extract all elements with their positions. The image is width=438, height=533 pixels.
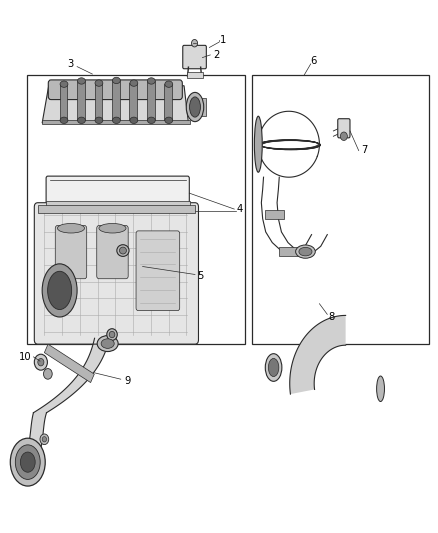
Ellipse shape bbox=[107, 329, 117, 341]
Text: 10: 10 bbox=[18, 352, 31, 362]
Ellipse shape bbox=[130, 117, 138, 124]
Ellipse shape bbox=[15, 445, 40, 479]
Bar bbox=[265, 210, 285, 219]
Ellipse shape bbox=[117, 245, 129, 256]
Circle shape bbox=[38, 359, 44, 366]
FancyBboxPatch shape bbox=[338, 119, 350, 138]
Bar bbox=[46, 200, 190, 206]
Circle shape bbox=[34, 354, 47, 370]
Ellipse shape bbox=[78, 78, 85, 84]
Bar bbox=[44, 344, 94, 383]
Circle shape bbox=[191, 39, 198, 47]
Bar bbox=[77, 81, 85, 120]
FancyBboxPatch shape bbox=[48, 80, 182, 100]
Polygon shape bbox=[42, 86, 188, 123]
Ellipse shape bbox=[113, 77, 120, 84]
Ellipse shape bbox=[20, 452, 35, 472]
Polygon shape bbox=[25, 337, 110, 458]
Ellipse shape bbox=[148, 117, 155, 124]
Text: 2: 2 bbox=[214, 50, 220, 60]
Ellipse shape bbox=[299, 247, 312, 256]
Ellipse shape bbox=[60, 117, 68, 124]
Circle shape bbox=[340, 132, 347, 141]
Ellipse shape bbox=[130, 80, 138, 86]
Bar bbox=[279, 247, 298, 256]
Text: 5: 5 bbox=[198, 271, 204, 281]
Bar bbox=[112, 80, 120, 120]
Ellipse shape bbox=[97, 336, 118, 352]
Ellipse shape bbox=[377, 376, 385, 401]
Circle shape bbox=[43, 368, 52, 379]
Ellipse shape bbox=[95, 117, 103, 124]
Polygon shape bbox=[290, 316, 346, 394]
Ellipse shape bbox=[99, 223, 126, 233]
Bar bbox=[164, 84, 172, 120]
Ellipse shape bbox=[296, 245, 315, 259]
Ellipse shape bbox=[148, 78, 155, 84]
Ellipse shape bbox=[120, 247, 127, 254]
Ellipse shape bbox=[265, 354, 282, 381]
Ellipse shape bbox=[57, 223, 85, 233]
Ellipse shape bbox=[254, 116, 262, 172]
Text: 7: 7 bbox=[361, 144, 367, 155]
Ellipse shape bbox=[11, 438, 45, 486]
Bar bbox=[27, 75, 245, 344]
FancyBboxPatch shape bbox=[136, 231, 180, 311]
Text: 6: 6 bbox=[310, 56, 317, 66]
Bar bbox=[147, 81, 155, 120]
Ellipse shape bbox=[101, 339, 114, 349]
Ellipse shape bbox=[95, 80, 103, 86]
Ellipse shape bbox=[78, 117, 85, 124]
Ellipse shape bbox=[109, 332, 115, 338]
Bar bbox=[42, 120, 190, 124]
Text: 8: 8 bbox=[328, 312, 335, 322]
Ellipse shape bbox=[40, 434, 49, 445]
Ellipse shape bbox=[268, 359, 279, 376]
Text: 9: 9 bbox=[124, 376, 131, 386]
FancyBboxPatch shape bbox=[34, 203, 198, 344]
Bar bbox=[38, 205, 195, 213]
Bar bbox=[60, 84, 67, 120]
Bar bbox=[130, 83, 138, 120]
FancyBboxPatch shape bbox=[183, 45, 206, 69]
Ellipse shape bbox=[48, 271, 72, 310]
FancyBboxPatch shape bbox=[97, 225, 128, 279]
Bar bbox=[252, 75, 428, 344]
Text: 1: 1 bbox=[220, 35, 226, 44]
Ellipse shape bbox=[165, 81, 173, 87]
Ellipse shape bbox=[165, 117, 173, 124]
Text: 3: 3 bbox=[67, 60, 74, 69]
Ellipse shape bbox=[42, 437, 46, 442]
FancyBboxPatch shape bbox=[55, 225, 87, 279]
Ellipse shape bbox=[113, 117, 120, 124]
Bar bbox=[95, 83, 102, 120]
Ellipse shape bbox=[186, 92, 204, 122]
Bar bbox=[197, 98, 206, 116]
Ellipse shape bbox=[190, 97, 201, 117]
Bar bbox=[187, 72, 203, 78]
Ellipse shape bbox=[60, 81, 68, 87]
FancyBboxPatch shape bbox=[46, 176, 189, 206]
Ellipse shape bbox=[42, 264, 77, 317]
Text: 4: 4 bbox=[237, 204, 243, 214]
